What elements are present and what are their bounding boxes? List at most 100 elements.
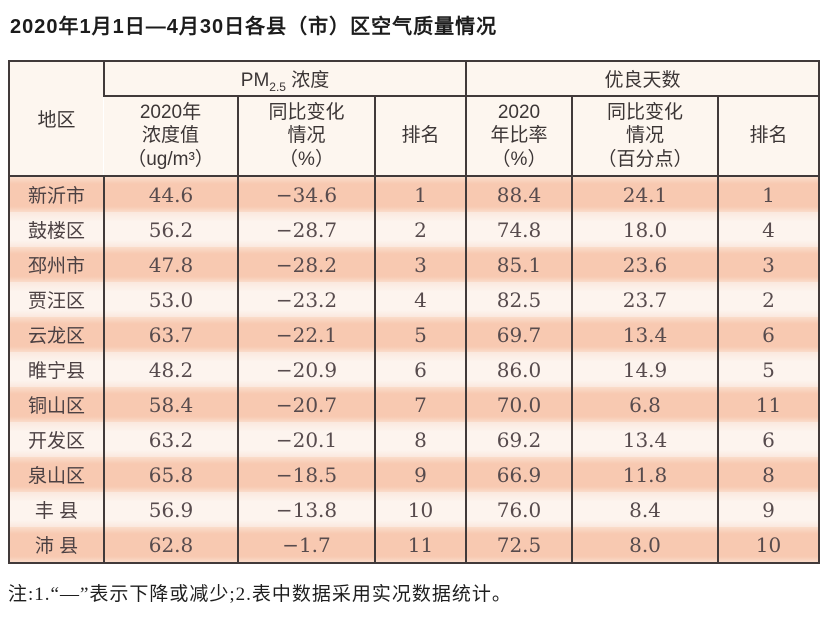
region-cell: 睢宁县 [9, 352, 104, 387]
region-cell: 泉山区 [9, 457, 104, 492]
column-header-gd-rank: 排名 [716, 96, 820, 177]
column-header-pm-change: 同比变化 情况 （%） [237, 96, 375, 177]
gd-rank-cell: 3 [716, 247, 820, 282]
gd-change-cell: 18.0 [571, 212, 718, 247]
pm-rank-cell: 7 [374, 387, 466, 422]
pm-value-cell: 65.8 [103, 457, 238, 492]
column-header-pm-rank: 排名 [374, 96, 466, 177]
gd-rank-cell: 10 [716, 527, 820, 563]
pm-value-cell: 47.8 [103, 247, 238, 282]
column-group-good-days: 优良天数 [464, 61, 820, 97]
gd-change-cell: 23.6 [571, 247, 718, 282]
pm-value-cell: 63.2 [103, 422, 238, 457]
gd-rank-cell: 6 [716, 317, 820, 352]
pm-change-cell: −20.1 [237, 422, 375, 457]
gd-rank-cell: 1 [716, 176, 820, 212]
gd-change-cell: 8.0 [571, 527, 718, 563]
gd-rank-cell: 2 [716, 282, 820, 317]
table-row: 开发区 63.2 −20.1 8 69.2 13.4 6 [9, 422, 820, 457]
pm-value-cell: 63.7 [103, 317, 238, 352]
region-cell: 沛 县 [9, 527, 104, 563]
table-row: 云龙区 63.7 −22.1 5 69.7 13.4 6 [9, 317, 820, 352]
pm-value-cell: 62.8 [103, 527, 238, 563]
gd-ratio-cell: 86.0 [465, 352, 572, 387]
pm-rank-cell: 3 [374, 247, 466, 282]
gd-ratio-cell: 66.9 [465, 457, 572, 492]
column-header-region: 地区 [9, 61, 104, 177]
pm25-label-suffix: 浓度 [285, 70, 330, 91]
pm25-subscript: 2.5 [269, 79, 286, 94]
table-footnote: 注:1.“—”表示下降或减少;2.表中数据采用实况数据统计。 [8, 584, 512, 605]
gd-rank-cell: 6 [716, 422, 820, 457]
gd-change-cell: 13.4 [571, 317, 718, 352]
pm-rank-cell: 11 [374, 527, 466, 563]
pm-rank-cell: 5 [374, 317, 466, 352]
table-row: 鼓楼区 56.2 −28.7 2 74.8 18.0 4 [9, 212, 820, 247]
column-header-gd-ratio: 2020 年比率 （%） [465, 96, 572, 177]
pm-rank-cell: 2 [374, 212, 466, 247]
pm-change-cell: −18.5 [237, 457, 375, 492]
gd-ratio-cell: 69.7 [465, 317, 572, 352]
column-header-pm-value: 2020年 浓度值 （ug/m³） [104, 96, 238, 177]
region-cell: 铜山区 [9, 387, 104, 422]
pm-value-cell: 44.6 [103, 176, 238, 212]
pm25-label-prefix: PM [240, 70, 270, 91]
gd-ratio-cell: 69.2 [465, 422, 572, 457]
pm-rank-cell: 1 [374, 176, 466, 212]
gd-rank-cell: 5 [716, 352, 820, 387]
gd-change-cell: 8.4 [571, 492, 718, 527]
pm-rank-cell: 6 [374, 352, 466, 387]
gd-rank-cell: 11 [716, 387, 820, 422]
pm-value-cell: 56.9 [103, 492, 238, 527]
table-row: 贾汪区 53.0 −23.2 4 82.5 23.7 2 [9, 282, 820, 317]
column-header-gd-change: 同比变化 情况 （百分点） [571, 96, 718, 177]
table-row: 邳州市 47.8 −28.2 3 85.1 23.6 3 [9, 247, 820, 282]
region-cell: 丰 县 [9, 492, 104, 527]
gd-change-cell: 13.4 [571, 422, 718, 457]
gd-change-cell: 23.7 [571, 282, 718, 317]
header-sub-row: 2020年 浓度值 （ug/m³） 同比变化 情况 （%） 排名 2020 年比… [9, 96, 820, 177]
table-row: 铜山区 58.4 −20.7 7 70.0 6.8 11 [9, 387, 820, 422]
gd-change-cell: 14.9 [571, 352, 718, 387]
region-cell: 贾汪区 [9, 282, 104, 317]
region-cell: 邳州市 [9, 247, 104, 282]
table-row: 沛 县 62.8 −1.7 11 72.5 8.0 10 [9, 527, 820, 563]
header-group-row: 地区 PM2.5 浓度 优良天数 [9, 61, 820, 177]
region-header-label: 地区 [37, 110, 76, 131]
table-row: 丰 县 56.9 −13.8 10 76.0 8.4 9 [9, 492, 820, 527]
good-days-label: 优良天数 [604, 70, 681, 91]
pm-change-cell: −1.7 [237, 527, 375, 563]
gd-ratio-cell: 76.0 [465, 492, 572, 527]
pm-rank-cell: 8 [374, 422, 466, 457]
pm-change-cell: −20.7 [237, 387, 375, 422]
pm-rank-cell: 9 [374, 457, 466, 492]
gd-change-cell: 24.1 [571, 176, 718, 212]
region-cell: 开发区 [9, 422, 104, 457]
air-quality-table: 地区 PM2.5 浓度 优良天数 2020年 浓度值 （ug/m³） 同比变化 … [8, 60, 821, 564]
pm-change-cell: −28.2 [237, 247, 375, 282]
page-title: 2020年1月1日—4月30日各县（市）区空气质量情况 [10, 16, 498, 38]
gd-rank-cell: 4 [716, 212, 820, 247]
gd-change-cell: 11.8 [571, 457, 718, 492]
table-body: 新沂市 44.6 −34.6 1 88.4 24.1 1 鼓楼区 56.2 −2… [9, 176, 820, 563]
gd-ratio-cell: 88.4 [465, 176, 572, 212]
gd-rank-cell: 8 [716, 457, 820, 492]
pm-value-cell: 48.2 [103, 352, 238, 387]
pm-change-cell: −28.7 [237, 212, 375, 247]
gd-ratio-cell: 72.5 [465, 527, 572, 563]
pm-value-cell: 53.0 [103, 282, 238, 317]
pm-value-cell: 58.4 [103, 387, 238, 422]
gd-ratio-cell: 74.8 [465, 212, 572, 247]
region-cell: 云龙区 [9, 317, 104, 352]
pm-change-cell: −13.8 [237, 492, 375, 527]
gd-rank-cell: 9 [716, 492, 820, 527]
region-cell: 新沂市 [9, 176, 104, 212]
gd-ratio-cell: 70.0 [465, 387, 572, 422]
column-group-pm25: PM2.5 浓度 [103, 61, 466, 97]
gd-ratio-cell: 82.5 [465, 282, 572, 317]
gd-ratio-cell: 85.1 [465, 247, 572, 282]
pm-value-cell: 56.2 [103, 212, 238, 247]
pm-rank-cell: 10 [374, 492, 466, 527]
pm-change-cell: −20.9 [237, 352, 375, 387]
gd-change-cell: 6.8 [571, 387, 718, 422]
